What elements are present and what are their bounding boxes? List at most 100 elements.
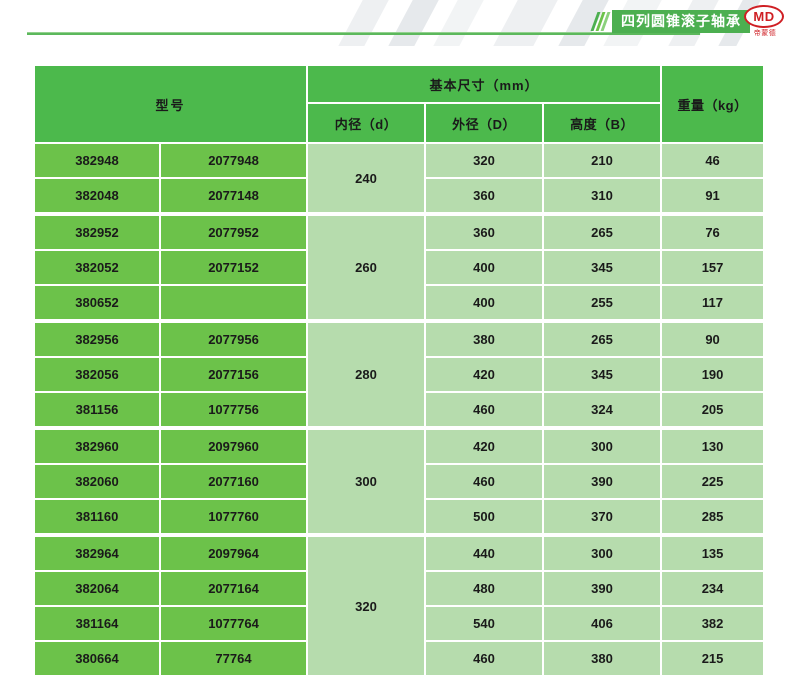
cell-model-primary: 381156 [35,393,159,426]
table-body: 382948 2077948 240 320 210 46 382048 2077148 360… [35,144,764,675]
cell-weight: 190 [662,358,764,391]
cell-model-primary: 382960 [35,428,159,463]
cell-model-primary: 382952 [35,214,159,249]
cell-model-primary: 381164 [35,607,159,640]
cell-model-alternate: 2077164 [161,572,307,605]
cell-model-primary: 382060 [35,465,159,498]
cell-outer-diameter: 540 [426,607,543,640]
cell-model-primary: 382948 [35,144,159,177]
table-row: 381160 1077760 500 370 285 [35,500,764,533]
table-row: 382952 2077952 260 360 265 76 [35,214,764,319]
header-height: 高度（B） [544,104,661,142]
table-row: 382960 2097960 300 420 300 130 [35,428,764,533]
header-bore-diameter: 内径（d） [308,104,425,142]
table-row: 382964 2097964 320 440 300 135 [35,535,764,675]
cell-height: 380 [544,642,661,675]
cell-height: 406 [544,607,661,640]
cell-outer-diameter: 380 [426,321,543,356]
header-model: 型号 [35,66,307,142]
cell-bore-diameter: 240 [308,144,425,212]
cell-weight: 157 [662,251,764,284]
table-row: 381156 1077756 460 324 205 [35,393,764,426]
cell-weight: 205 [662,393,764,426]
cell-bore-diameter: 300 [308,428,425,533]
cell-weight: 225 [662,465,764,498]
cell-height: 390 [544,465,661,498]
cell-height: 210 [544,144,661,177]
cell-model-alternate: 2097960 [161,428,307,463]
cell-model-alternate: 77764 [161,642,307,675]
header-weight: 重量（kg） [662,66,764,142]
header-row-top: 型号 基本尺寸（mm） 重量（kg） [35,66,764,142]
table-row: 380652 400 255 117 [35,286,764,319]
header-row-sub: 内径（d） 外径（D） 高度（B） [35,104,763,142]
table-header: 型号 基本尺寸（mm） 重量（kg） 内径（d） 外径（D） 高度（B） [35,66,764,142]
cell-weight: 135 [662,535,764,570]
cell-outer-diameter: 360 [426,179,543,212]
cell-weight: 382 [662,607,764,640]
cell-weight: 117 [662,286,764,319]
spec-table-container: 型号 基本尺寸（mm） 重量（kg） 内径（d） 外径（D） 高度（B） 382… [33,64,766,677]
logo-subtitle-text: 帝蒙德 [753,30,777,37]
table-row: 382060 2077160 460 390 225 [35,465,764,498]
bearing-spec-table: 型号 基本尺寸（mm） 重量（kg） 内径（d） 外径（D） 高度（B） 382… [33,64,766,677]
cell-height: 265 [544,214,661,249]
table-row: 382056 2077156 420 345 190 [35,358,764,391]
cell-bore-diameter: 320 [308,535,425,675]
cell-model-primary: 382052 [35,251,159,284]
cell-outer-diameter: 420 [426,358,543,391]
slashes-icon [590,11,611,32]
cell-weight: 215 [662,642,764,675]
cell-model-primary: 382056 [35,358,159,391]
logo-mark-text: MD [744,5,784,28]
cell-model-primary: 382956 [35,321,159,356]
header-basic-dimensions: 基本尺寸（mm） [308,66,661,102]
cell-bore-diameter: 280 [308,321,425,426]
cell-outer-diameter: 460 [426,465,543,498]
cell-outer-diameter: 420 [426,428,543,463]
cell-weight: 90 [662,321,764,356]
cell-model-alternate: 2077948 [161,144,307,177]
cell-model-alternate: 2077152 [161,251,307,284]
cell-height: 310 [544,179,661,212]
cell-weight: 234 [662,572,764,605]
cell-weight: 76 [662,214,764,249]
cell-model-primary: 381160 [35,500,159,533]
cell-height: 255 [544,286,661,319]
cell-outer-diameter: 460 [426,393,543,426]
cell-model-alternate [161,286,307,319]
cell-height: 265 [544,321,661,356]
cell-height: 345 [544,358,661,391]
cell-weight: 285 [662,500,764,533]
cell-height: 300 [544,428,661,463]
brand-logo: MD 帝蒙德 [744,5,786,41]
cell-outer-diameter: 320 [426,144,543,177]
cell-model-alternate: 1077760 [161,500,307,533]
cell-weight: 91 [662,179,764,212]
cell-model-primary: 382048 [35,179,159,212]
cell-height: 370 [544,500,661,533]
cell-outer-diameter: 480 [426,572,543,605]
cell-weight: 46 [662,144,764,177]
cell-model-primary: 380664 [35,642,159,675]
table-row: 382956 2077956 280 380 265 90 [35,321,764,426]
cell-outer-diameter: 360 [426,214,543,249]
table-row: 382064 2077164 480 390 234 [35,572,764,605]
cell-model-alternate: 2097964 [161,535,307,570]
cell-model-alternate: 2077952 [161,214,307,249]
cell-height: 300 [544,535,661,570]
table-row: 382048 2077148 360 310 91 [35,179,764,212]
cell-height: 345 [544,251,661,284]
banner-title-tag: 四列圆锥滚子轴承 [590,9,750,34]
cell-bore-diameter: 260 [308,214,425,319]
cell-model-primary: 382964 [35,535,159,570]
cell-outer-diameter: 460 [426,642,543,675]
cell-model-primary: 382064 [35,572,159,605]
cell-model-alternate: 2077148 [161,179,307,212]
cell-outer-diameter: 500 [426,500,543,533]
cell-height: 390 [544,572,661,605]
cell-model-alternate: 2077160 [161,465,307,498]
page-banner: 四列圆锥滚子轴承 MD 帝蒙德 [0,0,790,46]
cell-outer-diameter: 400 [426,251,543,284]
banner-divider-rule [27,32,700,35]
